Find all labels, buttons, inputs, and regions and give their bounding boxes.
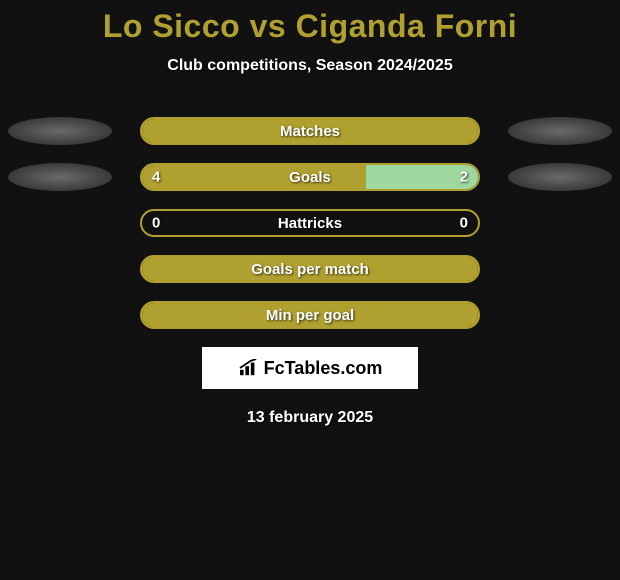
stat-value-left: 4 (152, 169, 160, 186)
comparison-infographic: Lo Sicco vs Ciganda Forni Club competiti… (0, 0, 620, 427)
stat-bar: 4 Goals 2 (140, 163, 480, 191)
comparison-row: Matches (0, 117, 620, 145)
stat-label: Matches (280, 123, 340, 140)
date-text: 13 february 2025 (0, 409, 620, 427)
stat-label: Hattricks (278, 215, 342, 232)
bar-fill-left (142, 165, 366, 189)
stat-value-left: 0 (152, 215, 160, 232)
logo-box: FcTables.com (202, 347, 418, 389)
comparison-row: 4 Goals 2 (0, 163, 620, 191)
stat-bar: Min per goal (140, 301, 480, 329)
stat-label: Min per goal (266, 307, 354, 324)
chart-icon (238, 359, 260, 377)
logo: FcTables.com (238, 358, 383, 379)
player-left-ellipse (8, 163, 112, 191)
player-right-ellipse (508, 163, 612, 191)
page-title: Lo Sicco vs Ciganda Forni (0, 8, 620, 45)
comparison-row: Goals per match (0, 255, 620, 283)
stat-bar: Goals per match (140, 255, 480, 283)
stat-bar: Matches (140, 117, 480, 145)
logo-label: FcTables.com (264, 358, 383, 379)
comparison-row: Min per goal (0, 301, 620, 329)
comparison-rows: Matches 4 Goals 2 0 Hattricks 0 Goals per match… (0, 117, 620, 329)
stat-value-right: 0 (460, 215, 468, 232)
player-left-ellipse (8, 117, 112, 145)
stat-bar: 0 Hattricks 0 (140, 209, 480, 237)
comparison-row: 0 Hattricks 0 (0, 209, 620, 237)
player-right-ellipse (508, 117, 612, 145)
subtitle: Club competitions, Season 2024/2025 (0, 57, 620, 75)
stat-label: Goals per match (251, 261, 369, 278)
stat-label: Goals (289, 169, 331, 186)
stat-value-right: 2 (460, 169, 468, 186)
